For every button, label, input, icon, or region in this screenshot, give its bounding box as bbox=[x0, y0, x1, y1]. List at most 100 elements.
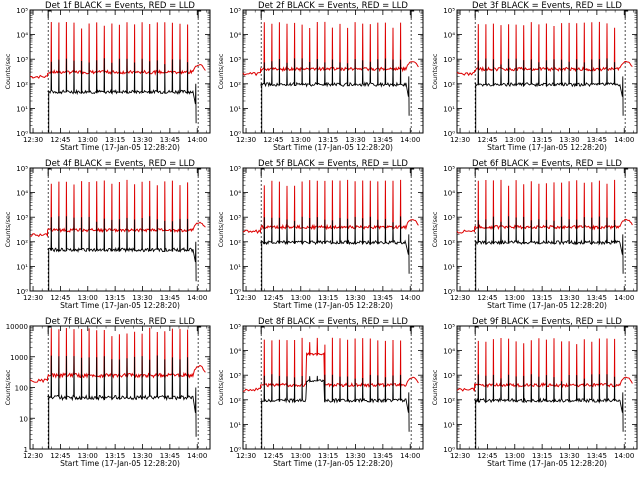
x-tick-label: 13:00 bbox=[505, 136, 525, 144]
plot-frame bbox=[29, 9, 211, 134]
x-tick-label: 13:00 bbox=[78, 452, 98, 460]
y-tick-label: 10000 bbox=[6, 323, 28, 331]
x-tick-label: 14:00 bbox=[614, 136, 634, 144]
x-tick-label: 13:15 bbox=[318, 136, 338, 144]
x-tick-label: 13:45 bbox=[160, 452, 180, 460]
y-tick-label: 10⁴ bbox=[443, 190, 455, 198]
panel-title: Det 7f BLACK = Events, RED = LLD bbox=[45, 317, 195, 327]
x-tick-label: 14:00 bbox=[187, 452, 207, 460]
y-tick-label: 10² bbox=[229, 81, 241, 89]
x-axis-label: Start Time (17-Jan-05 12:28:20) bbox=[273, 301, 393, 310]
y-tick-label: 10⁴ bbox=[229, 348, 241, 356]
lld-series-line bbox=[456, 179, 633, 234]
y-tick-label: 10⁵ bbox=[16, 165, 28, 173]
y-tick-label: 10² bbox=[16, 239, 28, 247]
y-tick-label: 10⁴ bbox=[16, 32, 28, 40]
y-tick-label: 10¹ bbox=[229, 263, 241, 271]
x-tick-label: 13:45 bbox=[160, 136, 180, 144]
x-tick-label: 13:30 bbox=[345, 452, 365, 460]
plot-frame bbox=[456, 167, 638, 292]
y-tick-label: 10⁴ bbox=[443, 348, 455, 356]
detector-panel: Det 7f BLACK = Events, RED = LLD 1 10 100 10… bbox=[4, 317, 211, 468]
x-tick-label: 13:00 bbox=[78, 136, 98, 144]
y-tick-label: 10⁰ bbox=[16, 130, 28, 138]
x-tick-label: 12:30 bbox=[23, 452, 43, 460]
y-tick-label: 1000 bbox=[10, 354, 28, 362]
panel-title: Det 3f BLACK = Events, RED = LLD bbox=[472, 1, 622, 11]
y-tick-label: 10⁴ bbox=[443, 32, 455, 40]
x-tick-label: 14:00 bbox=[187, 136, 207, 144]
x-tick-label: 13:30 bbox=[345, 294, 365, 302]
x-tick-label: 13:15 bbox=[532, 294, 552, 302]
y-tick-label: 10⁰ bbox=[16, 288, 28, 296]
plot-frame bbox=[456, 325, 638, 450]
x-tick-label: 13:30 bbox=[345, 136, 365, 144]
y-tick-label: 10³ bbox=[229, 372, 241, 380]
x-axis-label: Start Time (17-Jan-05 12:28:20) bbox=[487, 301, 607, 310]
x-tick-label: 13:00 bbox=[291, 452, 311, 460]
y-tick-label: 10³ bbox=[229, 214, 241, 222]
x-tick-label: 12:30 bbox=[450, 136, 470, 144]
x-tick-label: 12:30 bbox=[236, 452, 256, 460]
x-tick-label: 14:00 bbox=[614, 294, 634, 302]
x-tick-label: 13:00 bbox=[78, 294, 98, 302]
y-tick-label: 10⁴ bbox=[16, 190, 28, 198]
y-tick-label: 10⁰ bbox=[443, 130, 455, 138]
detector-panel: Det 3f BLACK = Events, RED = LLD 10⁰ 10¹ 10… bbox=[431, 1, 638, 152]
x-tick-label: 13:30 bbox=[559, 136, 579, 144]
x-tick-label: 13:45 bbox=[373, 136, 393, 144]
y-axis-label: Counts/sec bbox=[217, 211, 225, 247]
lld-series-line bbox=[242, 21, 419, 77]
y-tick-label: 10⁵ bbox=[229, 323, 241, 331]
lld-series-line bbox=[29, 179, 206, 238]
x-tick-label: 13:45 bbox=[587, 294, 607, 302]
y-axis-label: Counts/sec bbox=[217, 53, 225, 89]
x-tick-label: 14:00 bbox=[614, 452, 634, 460]
x-tick-label: 13:15 bbox=[105, 294, 125, 302]
x-tick-label: 12:30 bbox=[236, 294, 256, 302]
plot-frame bbox=[242, 9, 424, 134]
x-tick-label: 14:00 bbox=[187, 294, 207, 302]
plot-frame bbox=[29, 167, 211, 292]
detector-panel: Det 6f BLACK = Events, RED = LLD 10⁰ 10¹ 10… bbox=[431, 159, 638, 310]
x-tick-label: 13:00 bbox=[291, 294, 311, 302]
y-tick-label: 10³ bbox=[16, 56, 28, 64]
x-tick-label: 13:15 bbox=[318, 452, 338, 460]
detector-panel: Det 8f BLACK = Events, RED = LLD 10⁰ 10¹ 10… bbox=[217, 317, 424, 468]
y-tick-label: 10⁰ bbox=[443, 446, 455, 454]
panel-title: Det 2f BLACK = Events, RED = LLD bbox=[258, 1, 408, 11]
lld-series-line bbox=[456, 337, 633, 392]
plot-frame bbox=[242, 325, 424, 450]
lld-series-line bbox=[242, 179, 419, 235]
y-tick-label: 10² bbox=[443, 239, 455, 247]
panel-title: Det 9f BLACK = Events, RED = LLD bbox=[472, 317, 622, 327]
x-tick-label: 13:00 bbox=[291, 136, 311, 144]
x-tick-label: 12:30 bbox=[23, 136, 43, 144]
detector-panel: Det 5f BLACK = Events, RED = LLD 10⁰ 10¹ 10… bbox=[217, 159, 424, 310]
y-tick-label: 10² bbox=[16, 81, 28, 89]
y-tick-label: 10⁵ bbox=[443, 7, 455, 15]
y-tick-label: 10³ bbox=[443, 214, 455, 222]
x-axis-label: Start Time (17-Jan-05 12:28:20) bbox=[487, 143, 607, 152]
x-tick-label: 12:45 bbox=[477, 136, 497, 144]
y-tick-label: 10⁰ bbox=[229, 288, 241, 296]
x-tick-label: 12:45 bbox=[50, 294, 70, 302]
events-series-line bbox=[260, 374, 410, 432]
x-tick-label: 13:30 bbox=[132, 452, 152, 460]
y-axis-label: Counts/sec bbox=[431, 53, 439, 89]
y-tick-label: 10⁵ bbox=[229, 7, 241, 15]
y-tick-label: 10⁰ bbox=[229, 446, 241, 454]
x-tick-label: 13:15 bbox=[318, 294, 338, 302]
y-axis-label: Counts/sec bbox=[4, 211, 12, 247]
y-tick-label: 10¹ bbox=[443, 263, 455, 271]
x-tick-label: 12:45 bbox=[477, 294, 497, 302]
events-series-line bbox=[47, 58, 197, 124]
x-tick-label: 13:45 bbox=[587, 136, 607, 144]
x-tick-label: 13:15 bbox=[532, 452, 552, 460]
panel-title: Det 5f BLACK = Events, RED = LLD bbox=[258, 159, 408, 169]
detector-panel: Det 2f BLACK = Events, RED = LLD 10⁰ 10¹ 10… bbox=[217, 1, 424, 152]
lld-series-line bbox=[29, 327, 206, 384]
x-tick-label: 14:00 bbox=[400, 452, 420, 460]
y-tick-label: 10⁴ bbox=[229, 190, 241, 198]
